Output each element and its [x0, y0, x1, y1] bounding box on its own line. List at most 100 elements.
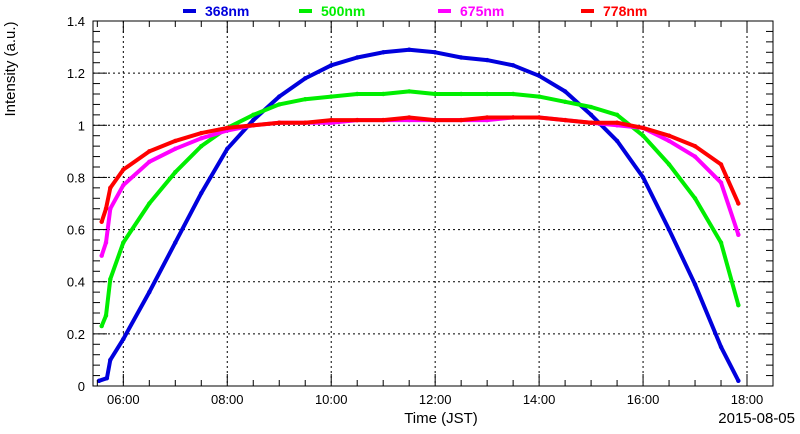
y-tick-label: 0.2 — [67, 327, 85, 342]
data-point — [640, 133, 646, 138]
legend-label: 778nm — [603, 3, 647, 19]
data-point — [355, 55, 360, 60]
data-point — [666, 162, 672, 167]
y-tick-label: 0.8 — [67, 170, 85, 185]
data-point — [640, 125, 646, 131]
data-point — [199, 136, 204, 141]
data-point — [147, 159, 152, 164]
y-tick-label: 1.2 — [67, 66, 85, 81]
data-point — [562, 99, 568, 105]
data-point — [406, 89, 412, 94]
x-tick-label: 18:00 — [731, 392, 764, 407]
series-line — [99, 115, 741, 224]
plot-frame — [92, 20, 774, 387]
data-point — [147, 201, 152, 206]
data-point — [108, 276, 113, 282]
data-point — [666, 138, 672, 144]
data-point — [355, 91, 360, 97]
data-point — [406, 47, 412, 52]
data-point — [380, 50, 386, 55]
x-tick-label: 08:00 — [211, 392, 244, 407]
data-point — [173, 240, 178, 245]
data-point — [614, 112, 620, 118]
data-point — [588, 112, 594, 118]
data-point — [588, 120, 594, 125]
data-point — [103, 206, 109, 211]
data-point — [458, 55, 464, 60]
data-point — [173, 146, 178, 151]
y-axis-title: Intensity (a.u.) — [2, 21, 19, 116]
data-point — [104, 375, 110, 381]
data-point — [736, 302, 741, 308]
data-point — [99, 253, 104, 258]
data-point — [484, 57, 490, 63]
data-point — [173, 170, 178, 175]
data-point — [736, 201, 741, 206]
data-point — [121, 183, 126, 188]
series-layer — [96, 47, 741, 383]
data-point — [99, 219, 104, 224]
data-point — [692, 196, 698, 201]
data-point — [99, 323, 104, 329]
data-point — [303, 76, 308, 81]
x-tick-label: 16:00 — [627, 392, 660, 407]
data-point — [329, 63, 334, 68]
data-point — [103, 240, 109, 245]
data-point — [251, 123, 256, 128]
data-point — [251, 117, 256, 123]
data-point — [736, 232, 741, 237]
series-778nm — [99, 115, 741, 224]
data-point — [121, 240, 126, 245]
grid — [93, 21, 773, 386]
data-point — [458, 117, 464, 123]
y-tick-label: 1 — [78, 118, 85, 133]
data-point — [303, 120, 308, 125]
data-point — [562, 89, 568, 94]
data-point — [121, 167, 126, 172]
data-point — [380, 117, 386, 123]
data-point — [718, 180, 724, 185]
data-point — [96, 378, 102, 383]
data-point — [121, 336, 126, 342]
data-point — [666, 227, 672, 232]
data-point — [736, 378, 741, 383]
legend: 368nm 500nm 675nm 778nm — [183, 3, 647, 19]
x-axis-title: Time (JST) — [404, 410, 478, 427]
data-point — [303, 97, 308, 102]
data-point — [692, 154, 698, 159]
data-point — [458, 91, 464, 97]
data-point — [692, 143, 698, 149]
data-point — [329, 94, 334, 99]
data-point — [199, 143, 204, 149]
data-point — [199, 130, 204, 136]
data-point — [108, 206, 113, 211]
x-tick-label: 10:00 — [315, 392, 348, 407]
y-tick-label: 0 — [78, 379, 85, 394]
series-368nm — [96, 47, 741, 383]
data-point — [510, 115, 516, 120]
data-point — [355, 117, 360, 123]
data-point — [432, 117, 438, 123]
y-tick-label: 0.4 — [67, 275, 85, 290]
data-point — [666, 133, 672, 138]
y-tick-label: 0.6 — [67, 223, 85, 238]
data-point — [640, 175, 646, 180]
date-label: 2015-08-05 — [718, 410, 795, 427]
axis-ticks: 0 0.2 0.4 0.6 0.8 1 1.2 1.4 06:00 08:00 10:00 12:00… — [67, 14, 774, 407]
data-point — [536, 73, 542, 78]
y-tick-label: 1.4 — [67, 14, 85, 29]
x-tick-label: 14:00 — [523, 392, 556, 407]
data-point — [562, 117, 568, 123]
data-point — [484, 115, 490, 120]
data-point — [277, 102, 282, 107]
data-point — [147, 149, 152, 154]
data-point — [147, 289, 152, 295]
data-point — [173, 138, 178, 144]
data-point — [536, 94, 542, 99]
data-point — [614, 120, 620, 125]
data-point — [536, 115, 542, 120]
data-point — [614, 138, 620, 144]
data-point — [251, 112, 256, 118]
data-point — [406, 115, 412, 120]
